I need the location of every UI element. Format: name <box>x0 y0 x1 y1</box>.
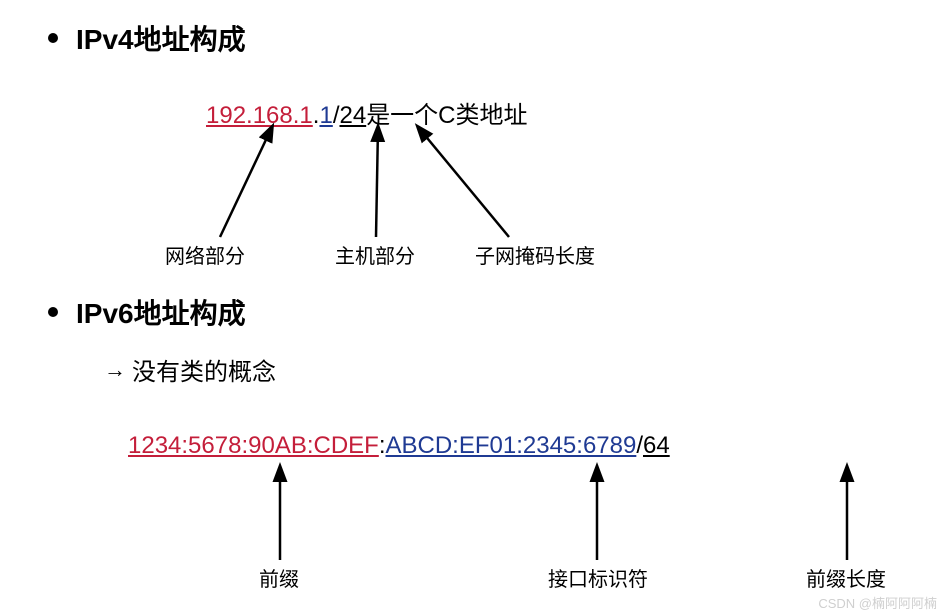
watermark: CSDN @楠阿阿阿楠 <box>818 593 937 612</box>
arrows-overlay <box>0 0 943 616</box>
ipv4-arrow-host <box>376 127 378 237</box>
ipv4-arrow-network <box>220 127 272 237</box>
ipv4-arrow-mask <box>418 127 509 237</box>
